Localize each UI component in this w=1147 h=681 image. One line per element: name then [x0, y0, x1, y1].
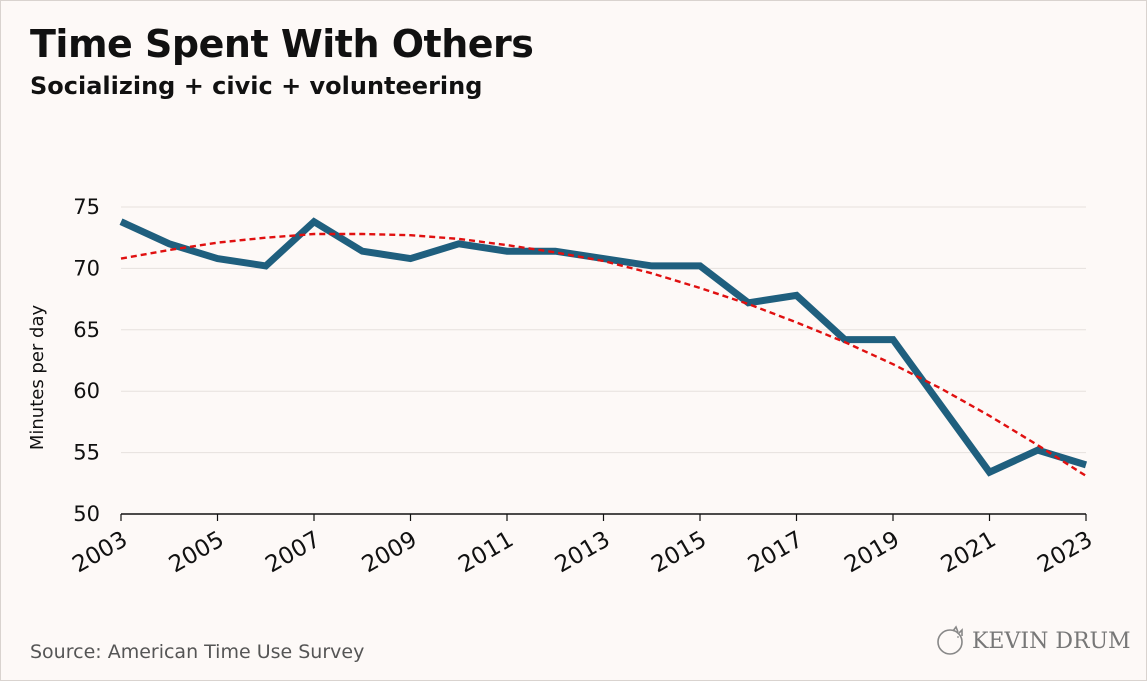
y-tick-label: 70 [73, 256, 100, 280]
y-tick-label: 50 [73, 502, 100, 526]
y-axis-label: Minutes per day [27, 304, 48, 450]
x-tick-label: 2015 [647, 527, 711, 579]
source-note: Source: American Time Use Survey [30, 641, 365, 663]
x-tick-label: 2013 [551, 527, 615, 579]
y-tick-label: 75 [73, 195, 100, 219]
brand-logo: KEVIN DRUM [934, 624, 1131, 658]
y-tick-label: 60 [73, 379, 100, 403]
y-tick-label: 55 [73, 441, 100, 465]
chart-subtitle: Socializing + civic + volunteering [30, 72, 483, 100]
cat-icon [937, 625, 963, 655]
x-tick-label: 2019 [840, 527, 904, 579]
trend-line [120, 232, 1087, 477]
brand-name: KEVIN DRUM [972, 628, 1131, 654]
chart-title: Time Spent With Others [30, 22, 534, 66]
x-tick-label: 2023 [1033, 527, 1097, 579]
y-tick-label: 65 [73, 318, 100, 342]
x-tick-label: 2007 [261, 527, 325, 579]
x-tick-label: 2005 [165, 527, 229, 579]
x-tick-label: 2011 [454, 527, 518, 579]
x-tick-label: 2009 [358, 527, 422, 579]
x-tick-label: 2021 [937, 527, 1001, 579]
x-tick-label: 2003 [68, 527, 132, 579]
series-line [119, 217, 1088, 477]
x-tick-label: 2017 [744, 527, 808, 579]
